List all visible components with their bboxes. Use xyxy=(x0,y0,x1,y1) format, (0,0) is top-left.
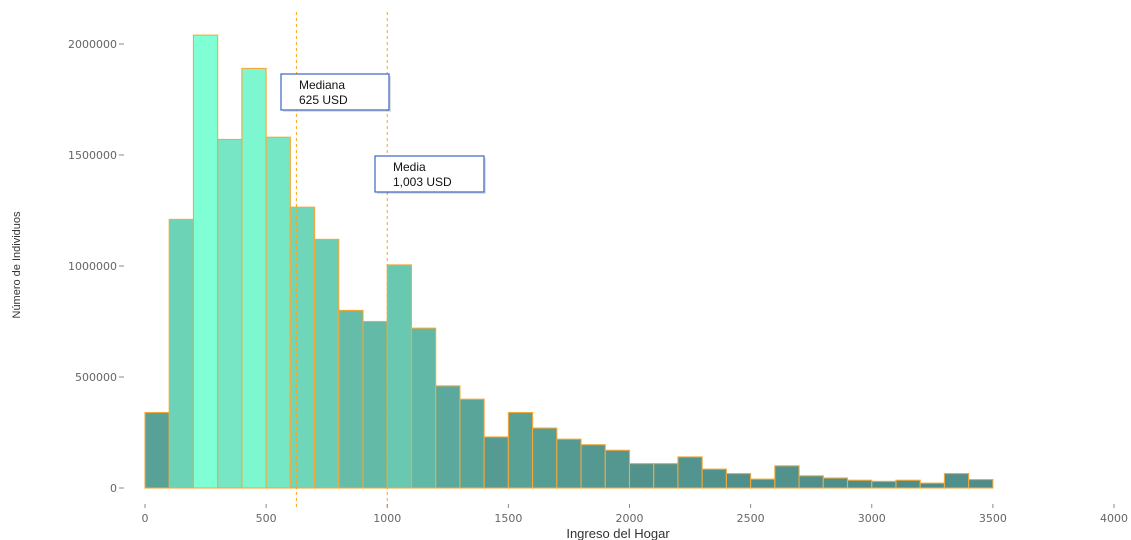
x-tick-label: 0 xyxy=(142,512,149,525)
annotation-box xyxy=(374,155,485,193)
histogram-bar xyxy=(556,438,582,489)
histogram-bar xyxy=(604,449,631,489)
histogram-bar xyxy=(677,456,703,489)
histogram-bar xyxy=(798,475,824,489)
histogram-bar xyxy=(750,478,776,489)
histogram-bar xyxy=(168,218,195,489)
histogram-bar xyxy=(144,411,170,489)
histogram-bar xyxy=(362,320,388,489)
histogram-bar xyxy=(265,136,291,489)
histogram-bar xyxy=(822,477,849,489)
x-tick-label: 1000 xyxy=(373,512,401,525)
histogram-bar xyxy=(483,436,509,489)
histogram-bar xyxy=(846,479,873,489)
histogram-bar xyxy=(435,385,461,489)
histogram-bar xyxy=(386,264,413,489)
histogram-bar xyxy=(628,463,655,489)
histogram-bar xyxy=(653,463,679,489)
y-tick-label: 1500000 xyxy=(68,149,117,162)
histogram-bar xyxy=(507,411,534,489)
histogram-bar xyxy=(459,398,485,489)
x-tick-label: 3500 xyxy=(979,512,1007,525)
annotation-label: Media xyxy=(393,160,426,174)
x-tick-label: 500 xyxy=(256,512,277,525)
histogram-bar xyxy=(532,427,558,489)
histogram-bars xyxy=(144,34,994,489)
annotation-label: Mediana xyxy=(299,78,345,92)
histogram-bar xyxy=(289,206,316,489)
y-tick-label: 1000000 xyxy=(68,260,117,273)
y-tick-label: 2000000 xyxy=(68,38,117,51)
histogram-bar xyxy=(410,327,437,489)
histogram-bar xyxy=(725,473,752,489)
y-tick-label: 500000 xyxy=(75,371,117,384)
histogram-bar xyxy=(701,468,727,489)
annotation-box xyxy=(280,73,390,111)
y-axis: 0 500000 1000000 1500000 2000000 xyxy=(68,38,124,495)
y-tick-label: 0 xyxy=(110,482,117,495)
x-axis-title: Ingreso del Hogar xyxy=(566,526,670,540)
histogram-bar xyxy=(895,479,921,489)
reference-lines xyxy=(295,12,388,510)
histogram-bar xyxy=(919,482,945,489)
histogram-bar xyxy=(314,238,340,489)
histogram-bar xyxy=(774,465,800,489)
histogram-bar xyxy=(192,34,219,489)
annotation-value: 625 USD xyxy=(299,93,348,107)
histogram-bar xyxy=(241,67,267,489)
x-tick-label: 3000 xyxy=(858,512,886,525)
y-axis-title: Número de Individuos xyxy=(11,211,23,319)
x-tick-label: 1500 xyxy=(494,512,522,525)
x-tick-label: 2000 xyxy=(616,512,644,525)
histogram-bar xyxy=(580,444,606,489)
histogram-bar xyxy=(217,138,243,489)
histogram-bar xyxy=(968,479,994,489)
x-tick-label: 2500 xyxy=(737,512,765,525)
histogram-bar xyxy=(871,480,897,489)
histogram-bar xyxy=(338,309,364,489)
histogram-bar xyxy=(943,473,970,489)
x-axis: 0 500 1000 1500 2000 2500 3000 3500 4000 xyxy=(142,504,1128,525)
x-tick-label: 4000 xyxy=(1100,512,1128,525)
annotation-value: 1,003 USD xyxy=(393,175,452,189)
